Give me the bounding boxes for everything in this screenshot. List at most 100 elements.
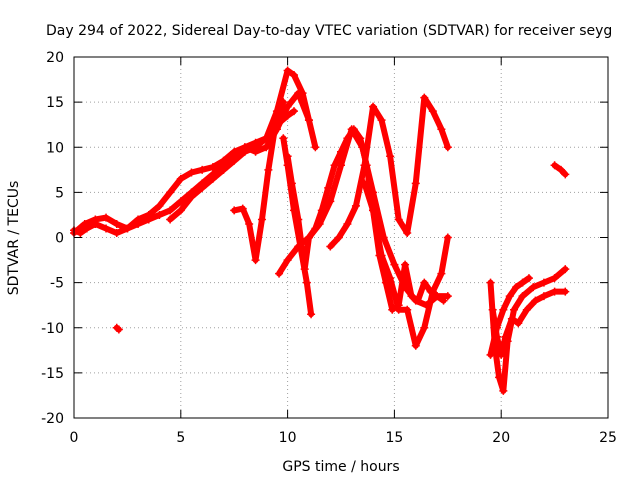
data-point [386, 274, 395, 283]
series-track-d [230, 98, 288, 265]
data-point [166, 188, 175, 197]
data-point [401, 260, 410, 269]
data-point [290, 107, 299, 116]
data-point [144, 215, 153, 224]
data-point [390, 260, 399, 269]
data-point [283, 256, 292, 265]
data-point [529, 283, 538, 292]
data-layer [70, 66, 570, 395]
data-point [377, 251, 386, 260]
data-point [505, 292, 514, 301]
data-point [347, 125, 356, 134]
data-point [304, 116, 313, 125]
data-point [123, 224, 132, 233]
data-point [369, 206, 378, 215]
data-point [512, 283, 521, 292]
data-point [360, 161, 369, 170]
data-point [539, 278, 548, 287]
data-point [208, 174, 217, 183]
data-point [264, 165, 273, 174]
series-track-m [550, 161, 570, 179]
data-point [287, 179, 296, 188]
x-tick-label: 15 [385, 430, 403, 446]
x-tick-label: 0 [70, 430, 79, 446]
series-track-l [486, 274, 533, 359]
data-point [176, 206, 185, 215]
data-point [394, 215, 403, 224]
x-tick-label: 20 [492, 430, 510, 446]
data-point [550, 274, 559, 283]
data-point [279, 98, 288, 107]
data-point [437, 125, 446, 134]
data-point [486, 278, 495, 287]
data-point [401, 283, 410, 292]
data-point [351, 201, 360, 210]
data-point [518, 278, 527, 287]
data-point [238, 204, 247, 213]
data-point [522, 305, 531, 314]
x-tick-label: 25 [599, 430, 617, 446]
data-point [304, 233, 313, 242]
data-point [166, 206, 175, 215]
data-point [230, 206, 239, 215]
data-point [561, 170, 570, 179]
data-point [187, 168, 196, 177]
data-point [443, 233, 452, 242]
data-point [176, 197, 185, 206]
series-track-h [326, 93, 452, 251]
data-point [102, 213, 111, 222]
data-point [524, 274, 533, 283]
data-point [240, 147, 249, 156]
data-point [187, 192, 196, 201]
data-point [294, 242, 303, 251]
data-point [337, 161, 345, 170]
data-point [219, 165, 228, 174]
data-point [550, 287, 559, 296]
y-axis-label: SDTVAR / TECUs [6, 181, 22, 296]
series-track-n [112, 323, 123, 334]
data-point [208, 163, 217, 172]
data-point [499, 305, 508, 314]
data-point [428, 107, 437, 116]
data-point [486, 350, 495, 359]
data-point [514, 319, 523, 328]
y-axis: 20 15 10 5 0 -5 -10 -15 -20 [41, 50, 608, 427]
data-point [495, 373, 504, 382]
data-point [403, 305, 412, 314]
data-point [488, 305, 497, 314]
data-point [283, 66, 292, 75]
data-point [262, 134, 271, 143]
data-point [377, 116, 386, 125]
data-point [307, 310, 316, 319]
data-point [114, 325, 123, 334]
data-point [311, 143, 320, 152]
data-point [251, 256, 260, 265]
data-point [198, 183, 207, 192]
y-tick-label: 15 [46, 95, 64, 111]
data-point [420, 93, 429, 102]
y-tick-label: 10 [46, 140, 64, 156]
x-axis-label: GPS time / hours [282, 459, 399, 475]
data-point [411, 296, 420, 305]
y-tick-label: -15 [41, 366, 64, 382]
data-point [550, 161, 559, 170]
data-trace-track-k [489, 288, 569, 358]
data-point [198, 165, 207, 174]
y-tick-label: -10 [41, 321, 64, 337]
y-tick-label: 5 [55, 185, 64, 201]
data-trace-track-d [231, 99, 287, 264]
data-point [324, 183, 333, 192]
data-point [155, 201, 164, 210]
y-tick-label: -20 [41, 411, 64, 427]
data-point [294, 215, 303, 224]
data-point [283, 152, 292, 161]
data-point [257, 215, 266, 224]
y-tick-label: 20 [46, 50, 64, 66]
series-track-i [360, 179, 452, 350]
data-point [403, 228, 412, 237]
data-point [279, 134, 288, 143]
series-track-g [275, 125, 452, 310]
data-point [443, 143, 452, 152]
data-point [411, 179, 420, 188]
